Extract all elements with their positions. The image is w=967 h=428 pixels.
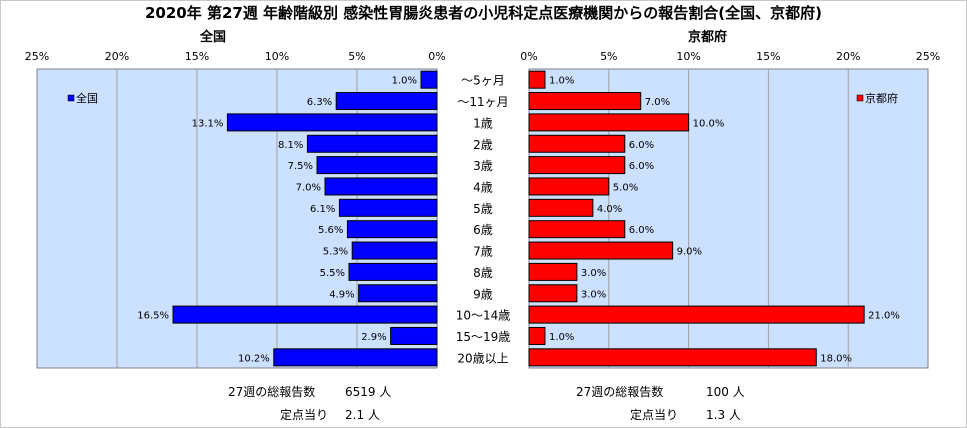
bar-national xyxy=(335,92,438,111)
bar-national xyxy=(273,348,438,367)
national-total-label: 27週の総報告数 xyxy=(228,385,316,399)
x-tick-label-kyoto: 20% xyxy=(836,50,860,63)
bar-kyoto xyxy=(528,326,546,345)
legend-swatch-national xyxy=(67,94,75,102)
category-label: 20歳以上 xyxy=(457,351,508,365)
data-label-national: 5.5% xyxy=(320,268,345,279)
data-label-national: 5.6% xyxy=(318,225,343,236)
data-label-kyoto: 3.0% xyxy=(581,268,606,279)
bar-kyoto xyxy=(528,284,578,303)
x-tick-label-national: 25% xyxy=(25,50,49,63)
bar-kyoto xyxy=(528,134,626,153)
legend-label-national: 全国 xyxy=(76,91,98,105)
data-label-kyoto: 10.0% xyxy=(693,118,725,129)
category-label: 3歳 xyxy=(473,159,493,173)
legend-label-kyoto: 京都府 xyxy=(865,91,898,105)
data-label-kyoto: 5.0% xyxy=(613,182,638,193)
legend-swatch-kyoto xyxy=(856,94,864,102)
category-label: 4歳 xyxy=(473,180,493,194)
national-total-value: 6519 人 xyxy=(345,385,392,399)
bar-national xyxy=(358,284,438,303)
bar-kyoto xyxy=(528,70,546,89)
kyoto-per-label: 定点当り xyxy=(630,408,679,422)
category-label: 9歳 xyxy=(473,287,493,301)
bar-national xyxy=(324,177,438,196)
category-label: 15～19歳 xyxy=(456,330,511,344)
data-label-national: 7.5% xyxy=(288,161,313,172)
category-label: 5歳 xyxy=(473,202,493,216)
category-label: ～5ヶ月 xyxy=(461,74,505,88)
bar-national xyxy=(351,241,438,260)
bar-kyoto xyxy=(528,262,578,281)
x-tick-label-kyoto: 25% xyxy=(916,50,940,63)
data-label-national: 2.9% xyxy=(361,332,386,343)
data-label-national: 7.0% xyxy=(296,182,321,193)
bar-national xyxy=(316,156,438,175)
bar-national xyxy=(346,220,438,239)
x-tick-label-kyoto: 10% xyxy=(676,50,700,63)
x-tick-label-national: 15% xyxy=(185,50,209,63)
data-label-kyoto: 6.0% xyxy=(629,161,654,172)
data-label-national: 6.3% xyxy=(307,97,332,108)
bar-kyoto xyxy=(528,177,610,196)
bar-national xyxy=(390,326,438,345)
x-tick-label-national: 5% xyxy=(348,50,365,63)
bar-national xyxy=(172,305,438,324)
data-label-national: 1.0% xyxy=(392,76,417,87)
bar-kyoto xyxy=(528,113,690,132)
category-label: 1歳 xyxy=(473,116,493,130)
x-tick-label-kyoto: 5% xyxy=(600,50,617,63)
category-label: 2歳 xyxy=(473,138,493,152)
data-label-national: 10.2% xyxy=(238,353,270,364)
data-label-national: 8.1% xyxy=(278,140,303,151)
category-label: 6歳 xyxy=(473,223,493,237)
data-label-kyoto: 21.0% xyxy=(868,311,900,322)
data-label-kyoto: 1.0% xyxy=(549,76,574,87)
bar-kyoto xyxy=(528,348,817,367)
kyoto-total-value: 100 人 xyxy=(706,385,745,399)
x-tick-label-national: 10% xyxy=(265,50,289,63)
data-label-national: 6.1% xyxy=(310,204,335,215)
national-per-value: 2.1 人 xyxy=(345,408,380,422)
kyoto-total-label: 27週の総報告数 xyxy=(576,385,664,399)
bar-kyoto xyxy=(528,305,865,324)
bar-national xyxy=(348,262,438,281)
bar-national xyxy=(306,134,438,153)
data-label-kyoto: 7.0% xyxy=(645,97,670,108)
national-per-label: 定点当り xyxy=(280,408,329,422)
x-tick-label-kyoto: 0% xyxy=(520,50,537,63)
panel-title-national: 全国 xyxy=(200,30,227,45)
bar-kyoto xyxy=(528,156,626,175)
bar-kyoto xyxy=(528,241,674,260)
bar-national xyxy=(226,113,438,132)
data-label-kyoto: 1.0% xyxy=(549,332,574,343)
data-label-national: 5.3% xyxy=(323,247,348,258)
category-label: 7歳 xyxy=(473,245,493,259)
x-tick-label-national: 0% xyxy=(428,50,445,63)
data-label-kyoto: 6.0% xyxy=(629,225,654,236)
category-label: 10～14歳 xyxy=(456,309,511,323)
category-label: ～11ヶ月 xyxy=(457,95,508,109)
panel-title-kyoto: 京都府 xyxy=(688,30,728,45)
category-label: 8歳 xyxy=(473,266,493,280)
bar-kyoto xyxy=(528,92,642,111)
data-label-kyoto: 6.0% xyxy=(629,140,654,151)
data-label-kyoto: 9.0% xyxy=(677,247,702,258)
x-tick-label-kyoto: 15% xyxy=(756,50,780,63)
kyoto-per-value: 1.3 人 xyxy=(706,408,741,422)
bar-national xyxy=(420,70,438,89)
data-label-kyoto: 3.0% xyxy=(581,289,606,300)
x-tick-label-national: 20% xyxy=(105,50,129,63)
data-label-kyoto: 4.0% xyxy=(597,204,622,215)
data-label-national: 4.9% xyxy=(329,289,354,300)
data-label-national: 13.1% xyxy=(192,118,224,129)
data-label-kyoto: 18.0% xyxy=(820,353,852,364)
bar-kyoto xyxy=(528,220,626,239)
chart-title: 2020年 第27週 年齢階級別 感染性胃腸炎患者の小児科定点医療機関からの報告… xyxy=(144,4,822,22)
bar-kyoto xyxy=(528,198,594,217)
data-label-national: 16.5% xyxy=(137,311,169,322)
bar-national xyxy=(338,198,438,217)
